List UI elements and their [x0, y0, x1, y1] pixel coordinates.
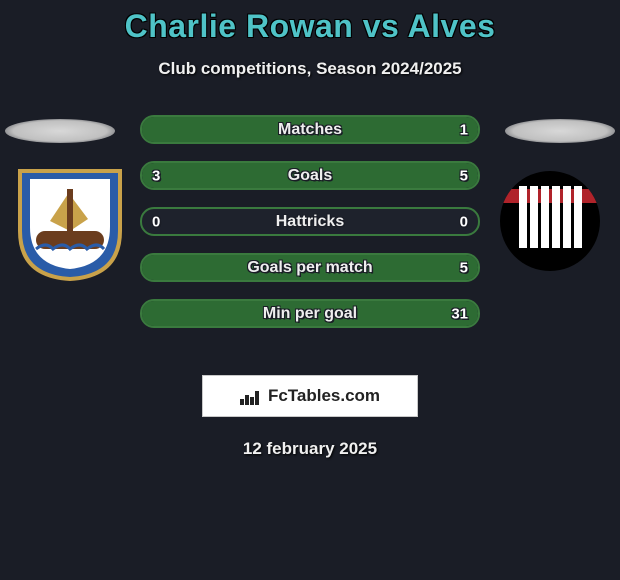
stat-value-right: 0: [460, 213, 468, 230]
weymouth-crest-icon: [10, 161, 130, 281]
comparison-area: Matches 1 3 Goals 5 0 Hattricks 0: [0, 119, 620, 349]
stat-label: Goals: [288, 167, 332, 185]
crest-shadow-right: [505, 119, 615, 143]
brand-badge[interactable]: FcTables.com: [202, 375, 418, 417]
date-line: 12 february 2025: [0, 439, 620, 459]
stat-bars: Matches 1 3 Goals 5 0 Hattricks 0: [140, 115, 480, 328]
stat-row-min-per-goal: Min per goal 31: [140, 299, 480, 328]
stat-label: Matches: [278, 121, 342, 139]
stat-value-left: 3: [152, 167, 160, 184]
stat-value-right: 1: [460, 121, 468, 138]
stat-value-right: 31: [451, 305, 468, 322]
stat-value-left: 0: [152, 213, 160, 230]
stat-label: Min per goal: [263, 305, 357, 323]
bar-fill-left: [142, 163, 268, 188]
stat-row-goals-per-match: Goals per match 5: [140, 253, 480, 282]
stat-row-hattricks: 0 Hattricks 0: [140, 207, 480, 236]
brand-text: FcTables.com: [268, 386, 380, 406]
page-title: Charlie Rowan vs Alves: [0, 8, 620, 45]
bar-chart-icon: [240, 387, 262, 405]
stat-label: Goals per match: [247, 259, 372, 277]
comparison-card: Charlie Rowan vs Alves Club competitions…: [0, 0, 620, 459]
stat-value-right: 5: [460, 259, 468, 276]
team-crest-left: [10, 161, 130, 281]
bath-city-crest-icon: [500, 171, 600, 271]
stat-row-matches: Matches 1: [140, 115, 480, 144]
stat-label: Hattricks: [276, 213, 344, 231]
page-subtitle: Club competitions, Season 2024/2025: [0, 59, 620, 79]
stat-value-right: 5: [460, 167, 468, 184]
stat-row-goals: 3 Goals 5: [140, 161, 480, 190]
team-crest-right: [490, 161, 610, 281]
crest-shadow-left: [5, 119, 115, 143]
